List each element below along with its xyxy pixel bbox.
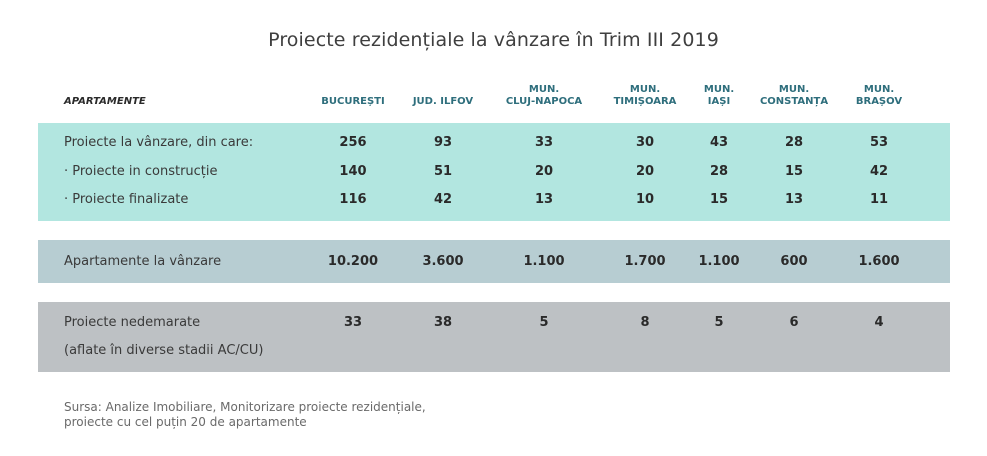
column-header-line2: CONSTANȚA: [759, 96, 829, 107]
row-label-projects-for-sale: Proiecte la vânzare, din care:: [64, 135, 254, 150]
table-cell: 3.600: [422, 254, 464, 269]
table-cell: 10: [635, 192, 655, 207]
column-header-bucuresti: BUCUREȘTI: [298, 82, 408, 108]
table-cell: 13: [534, 192, 554, 207]
column-header-line2: IAȘI: [707, 96, 731, 107]
table-cell: 20: [635, 164, 655, 179]
table-cell: 256: [339, 135, 367, 150]
table-cell: 43: [709, 135, 729, 150]
table-cell: 4: [874, 315, 884, 330]
column-header-line2: JUD. ILFOV: [412, 96, 474, 107]
table-cell: 28: [709, 164, 729, 179]
table-cell: 11: [869, 192, 889, 207]
column-header-cluj: MUN. CLUJ-NAPOCA: [489, 82, 599, 108]
header-row-label: APARTAMENTE: [64, 96, 146, 107]
unstarted-band: [38, 302, 950, 372]
column-header-line1: MUN.: [863, 84, 895, 95]
source-line: proiecte cu cel puțin 20 de apartamente: [64, 415, 307, 429]
column-header-line2: TIMIȘOARA: [613, 96, 677, 107]
column-header-timisoara: MUN. TIMIȘOARA: [590, 82, 700, 108]
column-header-line1: MUN.: [629, 84, 661, 95]
table-cell: 30: [635, 135, 655, 150]
column-header-ilfov: JUD. ILFOV: [388, 82, 498, 108]
row-label-finished: · Proiecte finalizate: [64, 192, 189, 207]
table-cell: 116: [339, 192, 367, 207]
column-header-line2: BUCUREȘTI: [321, 96, 385, 107]
column-header-line1: MUN.: [703, 84, 735, 95]
table-cell: 1.600: [858, 254, 900, 269]
table-title: Proiecte rezidențiale la vânzare în Trim…: [268, 29, 719, 51]
row-sublabel-unstarted-projects: (aflate în diverse stadii AC/CU): [64, 343, 264, 358]
table-cell: 1.100: [523, 254, 565, 269]
table-cell: 20: [534, 164, 554, 179]
table-cell: 6: [789, 315, 799, 330]
column-header-iasi: MUN. IAȘI: [664, 82, 774, 108]
table-cell: 53: [869, 135, 889, 150]
table-cell: 38: [433, 315, 453, 330]
column-header-line1: MUN.: [528, 84, 560, 95]
column-header-line2: BRAȘOV: [855, 96, 903, 107]
table-cell: 42: [433, 192, 453, 207]
row-label-unstarted-projects: Proiecte nedemarate: [64, 315, 201, 330]
table-cell: 33: [343, 315, 363, 330]
table-cell: 5: [539, 315, 549, 330]
table-cell: 1.100: [698, 254, 740, 269]
table-cell: 140: [339, 164, 367, 179]
column-header-line2: CLUJ-NAPOCA: [505, 96, 583, 107]
source-note: Sursa: Analize Imobiliare, Monitorizare …: [64, 400, 664, 430]
table-cell: 42: [869, 164, 889, 179]
table-cell: 1.700: [624, 254, 666, 269]
row-label-under-construction: · Proiecte in construcție: [64, 164, 218, 179]
apartments-band: [38, 240, 950, 283]
table-cell: 5: [714, 315, 724, 330]
table-cell: 28: [784, 135, 804, 150]
table-cell: 51: [433, 164, 453, 179]
column-header-constanta: MUN. CONSTANȚA: [739, 82, 849, 108]
table-cell: 10.200: [327, 254, 379, 269]
table-cell: 13: [784, 192, 804, 207]
source-line: Sursa: Analize Imobiliare, Monitorizare …: [64, 400, 426, 414]
table-cell: 600: [780, 254, 808, 269]
table-cell: 15: [709, 192, 729, 207]
row-label-apartments-for-sale: Apartamente la vânzare: [64, 254, 222, 269]
table-cell: 33: [534, 135, 554, 150]
table-cell: 8: [640, 315, 650, 330]
table-cell: 93: [433, 135, 453, 150]
table-cell: 15: [784, 164, 804, 179]
column-header-brasov: MUN. BRAȘOV: [824, 82, 934, 108]
column-header-line1: MUN.: [778, 84, 810, 95]
projects-band: [38, 123, 950, 221]
